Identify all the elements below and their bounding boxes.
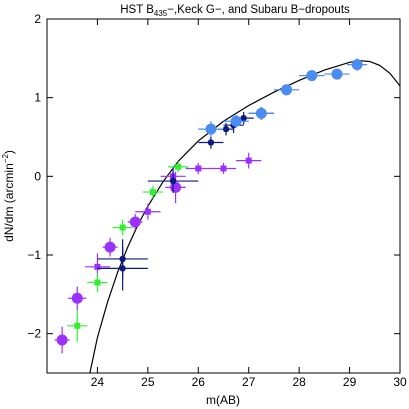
square-marker: [245, 157, 252, 164]
square-marker: [119, 224, 126, 231]
data-point: [135, 203, 161, 220]
circle-marker: [129, 216, 141, 228]
square-marker: [94, 263, 101, 270]
data-point: [127, 214, 143, 230]
data-point: [198, 121, 224, 137]
circle-marker: [240, 114, 247, 122]
x-tick-label: 24: [91, 375, 105, 389]
data-point: [168, 161, 189, 173]
circle-marker: [169, 177, 177, 185]
x-tick-label: 30: [393, 375, 407, 389]
data-point: [347, 58, 368, 71]
data-point: [198, 136, 224, 149]
circle-marker: [56, 334, 68, 346]
data-point: [112, 219, 133, 236]
data-point: [54, 326, 70, 354]
axis-ticks: 24 25 26 27 28 29 30 −2 −1 0 1 2: [27, 12, 407, 389]
data-point: [142, 185, 163, 199]
circle-marker: [205, 123, 217, 135]
data-point: [273, 84, 300, 96]
circle-marker: [104, 241, 116, 253]
x-tick-label: 28: [292, 375, 306, 389]
data-point: [210, 162, 237, 174]
data-point: [68, 286, 87, 311]
data-point: [185, 162, 211, 174]
chart-title: HST B435−,Keck G−, and Subaru B−dropouts: [120, 4, 350, 18]
circle-marker: [207, 139, 215, 146]
circle-marker: [281, 84, 293, 96]
x-tick-label: 26: [192, 375, 206, 389]
circle-marker: [71, 292, 83, 304]
square-marker: [74, 322, 81, 329]
circle-marker: [306, 70, 318, 82]
square-marker: [220, 165, 227, 172]
data-points-layer: [54, 58, 368, 354]
y-axis-label-end: ): [2, 150, 16, 154]
data-point: [102, 237, 118, 257]
y-axis-label: dN/dm (arcmin−2): [1, 150, 16, 242]
square-marker: [195, 165, 202, 172]
circle-marker: [230, 115, 242, 127]
square-marker: [175, 163, 182, 170]
plot-frame-border: [46, 18, 401, 374]
data-point: [236, 152, 262, 169]
x-tick-label: 27: [242, 375, 256, 389]
data-point: [147, 169, 199, 193]
circle-marker: [255, 107, 267, 119]
plot-area: [46, 18, 401, 374]
data-point: [299, 70, 325, 82]
data-point: [97, 246, 148, 291]
chart-title-subscript: 435: [154, 9, 168, 18]
y-tick-label: 2: [34, 12, 41, 26]
square-marker: [149, 189, 156, 196]
y-tick-label: 0: [34, 169, 41, 183]
x-tick-label: 29: [343, 375, 357, 389]
data-point: [67, 310, 88, 342]
circle-marker: [351, 59, 363, 71]
square-marker: [144, 208, 151, 215]
y-tick-label: 1: [34, 91, 41, 105]
x-tick-label: 25: [141, 375, 155, 389]
circle-marker: [119, 265, 126, 272]
x-axis-label: m(AB): [206, 393, 240, 407]
y-tick-label: −1: [27, 248, 41, 262]
y-axis-label-superscript: −2: [1, 154, 10, 164]
chart-title-rest: −,Keck G−, and Subaru B−dropouts: [167, 4, 350, 16]
chart-title-prefix: HST B: [120, 4, 154, 16]
y-tick-label: −2: [27, 327, 41, 341]
circle-marker: [222, 125, 230, 133]
data-point: [87, 273, 108, 292]
data-point: [324, 68, 350, 80]
square-marker: [94, 279, 101, 286]
data-point: [223, 114, 249, 128]
y-axis-label-main: dN/dm (arcmin: [2, 163, 16, 242]
circle-marker: [331, 68, 343, 80]
data-point: [248, 107, 274, 119]
